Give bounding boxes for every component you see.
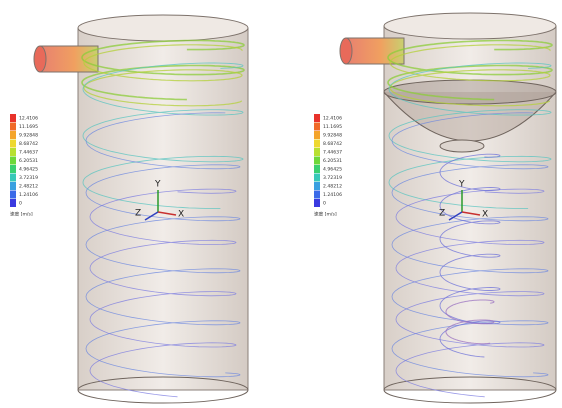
legend-label: 4.96425 [19,167,38,173]
legend-swatch [314,174,320,182]
legend-swatch [10,174,16,182]
legend-unit: 速度 [m/s] [314,211,337,218]
inlet-opening [340,38,352,64]
legend-swatch [314,165,320,173]
legend-swatch [10,131,16,139]
legend-label: 3.72319 [323,175,342,181]
axis-label-y: Y [458,180,465,190]
legend-swatch [10,157,16,165]
legend-label: 7.44637 [323,150,342,156]
legend-swatch [10,165,16,173]
legend-label: 7.44637 [19,150,38,156]
axis-label-z: Z [135,209,141,219]
legend-swatch [314,123,320,131]
legend-label: 12.4106 [19,116,38,122]
legend-label: 9.92848 [19,133,38,139]
cylinder-top [78,15,248,41]
axis-label-x: X [178,210,184,220]
legend-label: 11.1695 [19,124,38,130]
legend-swatch [10,123,16,131]
legend-swatch [314,199,320,207]
legend-unit: 速度 [m/s] [10,211,33,218]
legend-swatch [314,114,320,122]
legend-swatch [10,114,16,122]
outlet [440,140,484,152]
legend-label: 12.4106 [323,116,342,122]
legend-swatch [10,199,16,207]
legend-swatch [314,140,320,148]
legend-label: 4.96425 [323,167,342,173]
legend-label: 0 [19,201,22,207]
cylinder-top [384,13,556,39]
axis-label-z: Z [439,209,445,219]
legend-swatch [314,182,320,190]
legend-label: 8.68742 [323,141,342,147]
axis-label-y: Y [154,180,161,190]
inlet-opening [34,46,46,72]
legend-swatch [314,131,320,139]
legend-label: 1.24106 [19,192,38,198]
legend-label: 9.92848 [323,133,342,139]
figure: 12.4106 11.1695 9.92848 8.68742 7.44637 6.205… [0,0,562,408]
legend-label: 6.20531 [323,158,342,164]
legend-label: 1.24106 [323,192,342,198]
legend-label: 11.1695 [323,124,342,130]
legend-label: 6.20531 [19,158,38,164]
axis-label-x: X [482,210,488,220]
legend-swatch [10,191,16,199]
legend-label: 3.72319 [19,175,38,181]
legend-label: 8.68742 [19,141,38,147]
page: {"panels": [ {"legend": {"labels": ["12.… [0,0,562,408]
legend-swatch [314,157,320,165]
legend-swatch [10,182,16,190]
legend-label: 0 [323,201,326,207]
legend-swatch [10,148,16,156]
legend-label: 2.48212 [323,184,342,190]
legend-swatch [314,148,320,156]
legend-label: 2.48212 [19,184,38,190]
legend-swatch [10,140,16,148]
legend-swatch [314,191,320,199]
